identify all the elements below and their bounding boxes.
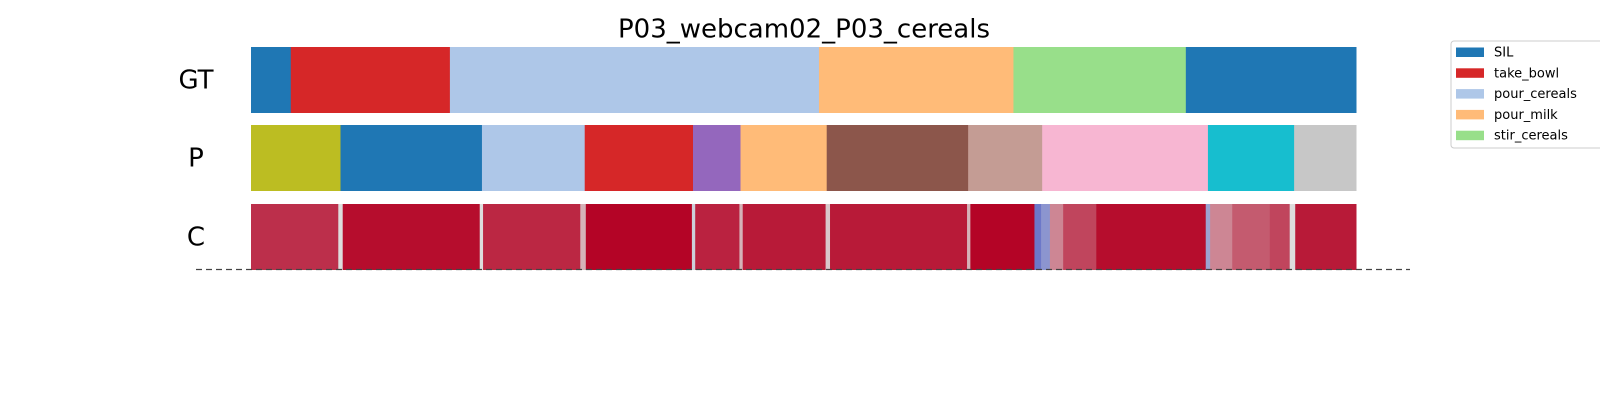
segment	[584, 125, 694, 191]
confidence-stripe	[1295, 204, 1357, 270]
legend-box	[1450, 40, 1600, 149]
segment	[481, 125, 586, 191]
confidence-stripe	[342, 204, 481, 270]
confidence-stripe	[1034, 204, 1042, 270]
confidence-stripe	[970, 204, 1035, 270]
segment	[1294, 125, 1357, 191]
confidence-stripe	[1049, 204, 1064, 270]
confidence-stripe	[483, 204, 581, 270]
chart-title: P03_webcam02_P03_cereals	[618, 15, 990, 45]
segment	[818, 47, 1014, 113]
confidence-stripe	[825, 204, 831, 270]
confidence-stripe	[585, 204, 693, 270]
row-label: P	[188, 144, 204, 174]
segment	[251, 47, 292, 113]
legend-swatch	[1456, 109, 1484, 120]
confidence-stripe	[830, 204, 968, 270]
legend-label: pour_cereals	[1494, 87, 1577, 102]
legend-swatch	[1456, 130, 1484, 141]
legend-swatch	[1456, 47, 1484, 57]
confidence-stripe	[695, 204, 740, 270]
segment	[251, 125, 342, 191]
legend-label: take_bowl	[1494, 66, 1559, 81]
confidence-stripe	[1041, 204, 1051, 270]
confidence-stripe	[1210, 204, 1233, 270]
segment	[740, 125, 828, 191]
legend-swatch	[1456, 89, 1484, 99]
confidence-stripe	[691, 204, 696, 270]
legend-label: stir_cereals	[1494, 129, 1568, 144]
row-label: GT	[178, 66, 213, 96]
legend-label: pour_milk	[1494, 108, 1558, 123]
confidence-stripe	[580, 204, 587, 270]
confidence-stripe	[338, 204, 344, 270]
segment	[826, 125, 969, 191]
row-label: C	[187, 223, 205, 253]
segment	[340, 125, 483, 191]
confidence-stripe	[739, 204, 744, 270]
segment	[290, 47, 451, 113]
confidence-stripe	[742, 204, 827, 270]
confidence-stripe	[1232, 204, 1271, 270]
segment	[693, 125, 742, 191]
segment	[1185, 47, 1357, 113]
confidence-stripe	[1063, 204, 1097, 270]
confidence-stripe	[1269, 204, 1291, 270]
confidence-stripe	[967, 204, 971, 270]
segment	[968, 125, 1043, 191]
confidence-stripe	[251, 204, 339, 270]
segment	[449, 47, 820, 113]
segment	[1042, 125, 1209, 191]
legend-label: SIL	[1494, 46, 1514, 61]
legend-swatch	[1456, 68, 1484, 78]
confidence-stripe	[1289, 204, 1296, 270]
confidence-stripe	[1096, 204, 1207, 270]
confidence-stripe	[479, 204, 484, 270]
confidence-stripe	[1205, 204, 1211, 270]
segment	[1207, 125, 1295, 191]
segment	[1013, 47, 1187, 113]
